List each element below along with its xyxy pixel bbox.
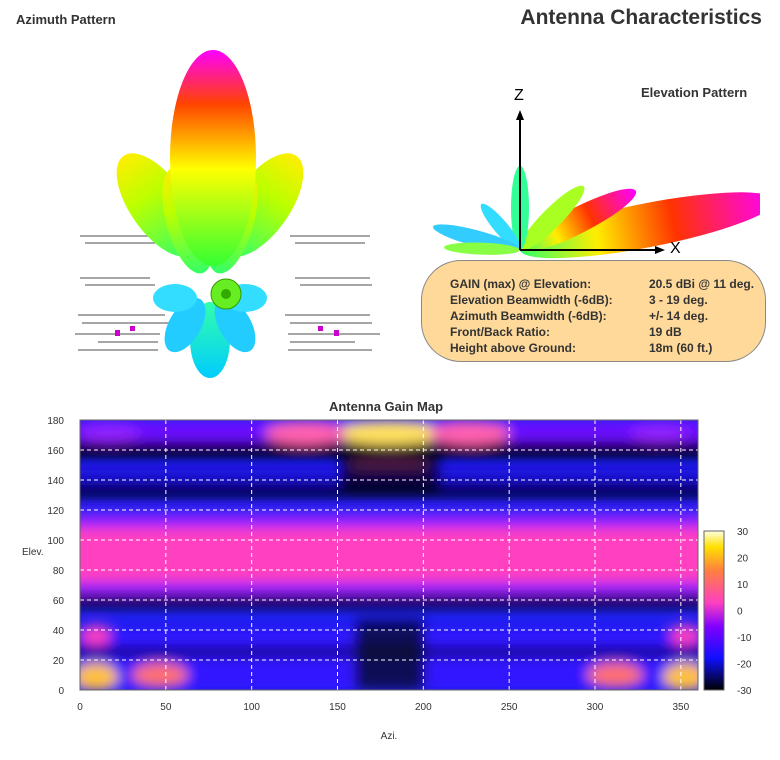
y-tick-label: 80 xyxy=(53,566,65,577)
x-axis-title: Azi. xyxy=(381,731,398,742)
x-tick-label: 50 xyxy=(160,702,172,713)
x-tick-label: 300 xyxy=(587,702,604,713)
feed-marker xyxy=(334,330,339,336)
colorbar-tick-label: 30 xyxy=(737,527,749,538)
heatmap-cells xyxy=(80,420,698,690)
x-tick-label: 200 xyxy=(415,702,432,713)
colorbar-tick-label: 0 xyxy=(737,607,743,618)
colorbar xyxy=(703,530,725,691)
spec-row-gain: GAIN (max) @ Elevation: 20.5 dBi @ 11 deg… xyxy=(450,277,755,291)
feed-marker xyxy=(318,326,323,331)
spec-row-height: Height above Ground: 18m (60 ft.) xyxy=(450,341,713,355)
colorbar-tick-label: 10 xyxy=(737,580,749,591)
z-axis-label: Z xyxy=(514,87,524,104)
x-tick-label: 250 xyxy=(501,702,518,713)
y-tick-label: 0 xyxy=(58,686,64,697)
feed-marker xyxy=(115,330,120,336)
colorbar-tick-label: -30 xyxy=(737,686,752,697)
colorbar-tick-label: -20 xyxy=(737,660,752,671)
y-tick-label: 40 xyxy=(53,626,65,637)
antenna-gain-map: Antenna Gain Map xyxy=(22,399,752,742)
plot-frame xyxy=(79,419,699,691)
x-tick-label: 100 xyxy=(243,702,260,713)
spec-row-elev-beamwidth: Elevation Beamwidth (-6dB): 3 - 19 deg. xyxy=(450,293,708,307)
y-axis-title: Elev. xyxy=(22,547,44,558)
y-tick-label: 140 xyxy=(47,476,64,487)
antenna-elements xyxy=(75,235,380,351)
y-tick-label: 20 xyxy=(53,656,65,667)
feed-marker xyxy=(130,326,135,331)
spec-row-azi-beamwidth: Azimuth Beamwidth (-6dB): +/- 14 deg. xyxy=(450,309,709,323)
y-tick-label: 180 xyxy=(47,416,64,427)
azimuth-pattern-title: Azimuth Pattern xyxy=(16,12,116,27)
spec-row-front-back: Front/Back Ratio: 19 dB xyxy=(450,325,682,339)
gain-map-title: Antenna Gain Map xyxy=(329,399,443,414)
y-tick-label: 160 xyxy=(47,446,64,457)
elevation-pattern-plot: Z X xyxy=(433,87,760,259)
x-tick-label: 0 xyxy=(77,702,83,713)
x-tick-label: 350 xyxy=(672,702,689,713)
colorbar-tick-label: 20 xyxy=(737,554,749,565)
azimuth-pattern-plot xyxy=(75,50,380,378)
colorbar-tick-label: -10 xyxy=(737,633,752,644)
page-title: Antenna Characteristics xyxy=(520,6,762,29)
elevation-pattern-title: Elevation Pattern xyxy=(641,85,748,100)
x-axis-label: X xyxy=(670,240,681,257)
y-tick-label: 100 xyxy=(47,536,64,547)
y-tick-label: 60 xyxy=(53,596,65,607)
y-tick-label: 120 xyxy=(47,506,64,517)
x-tick-label: 150 xyxy=(329,702,346,713)
grid-lines xyxy=(80,420,698,690)
specs-panel: GAIN (max) @ Elevation: 20.5 dBi @ 11 deg… xyxy=(421,260,766,362)
